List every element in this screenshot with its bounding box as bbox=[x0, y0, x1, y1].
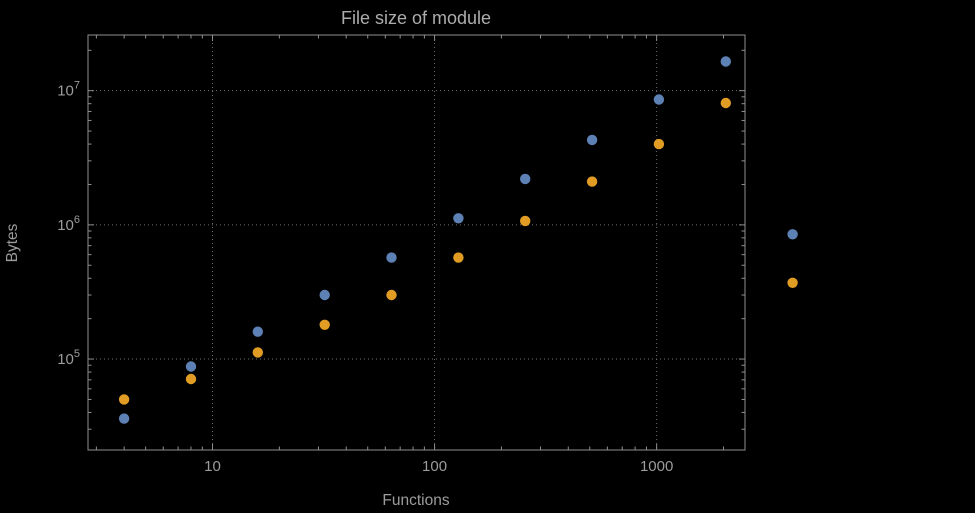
data-point-orange-series bbox=[787, 277, 798, 288]
data-point-orange-series bbox=[185, 373, 197, 385]
y-tick-label: 105 bbox=[57, 348, 80, 368]
data-point-orange-series bbox=[586, 176, 598, 187]
data-point-orange-series bbox=[653, 138, 665, 150]
data-point-blue-series bbox=[319, 289, 330, 301]
y-tick-label: 106 bbox=[57, 214, 80, 234]
data-point-blue-series bbox=[586, 134, 598, 146]
data-point-blue-series bbox=[185, 361, 197, 372]
data-point-blue-series bbox=[118, 413, 130, 424]
data-point-blue-series bbox=[720, 56, 731, 67]
data-point-blue-series bbox=[453, 213, 464, 224]
x-tick-label: 10 bbox=[204, 458, 221, 475]
data-point-orange-series bbox=[386, 289, 397, 301]
data-point-blue-series bbox=[386, 252, 397, 263]
data-point-orange-series bbox=[319, 319, 330, 330]
chart-title: File size of module bbox=[341, 8, 491, 28]
data-point-blue-series bbox=[520, 173, 531, 185]
data-point-blue-series bbox=[787, 229, 798, 240]
data-point-orange-series bbox=[252, 347, 263, 358]
data-point-blue-series bbox=[252, 326, 263, 337]
y-axis-label: Bytes bbox=[4, 223, 21, 262]
data-point-orange-series bbox=[118, 394, 130, 405]
x-axis-label: Functions bbox=[382, 492, 449, 509]
x-tick-label: 1000 bbox=[640, 458, 673, 475]
data-point-blue-series bbox=[653, 94, 665, 105]
data-point-orange-series bbox=[720, 97, 731, 109]
data-point-orange-series bbox=[453, 252, 464, 263]
data-point-orange-series bbox=[520, 215, 531, 227]
plot-generated: 10 100 1000 105 106 107 bbox=[57, 34, 798, 475]
plot-frame bbox=[87, 34, 746, 451]
y-tick-label: 107 bbox=[57, 80, 80, 100]
x-tick-label: 100 bbox=[422, 458, 447, 475]
